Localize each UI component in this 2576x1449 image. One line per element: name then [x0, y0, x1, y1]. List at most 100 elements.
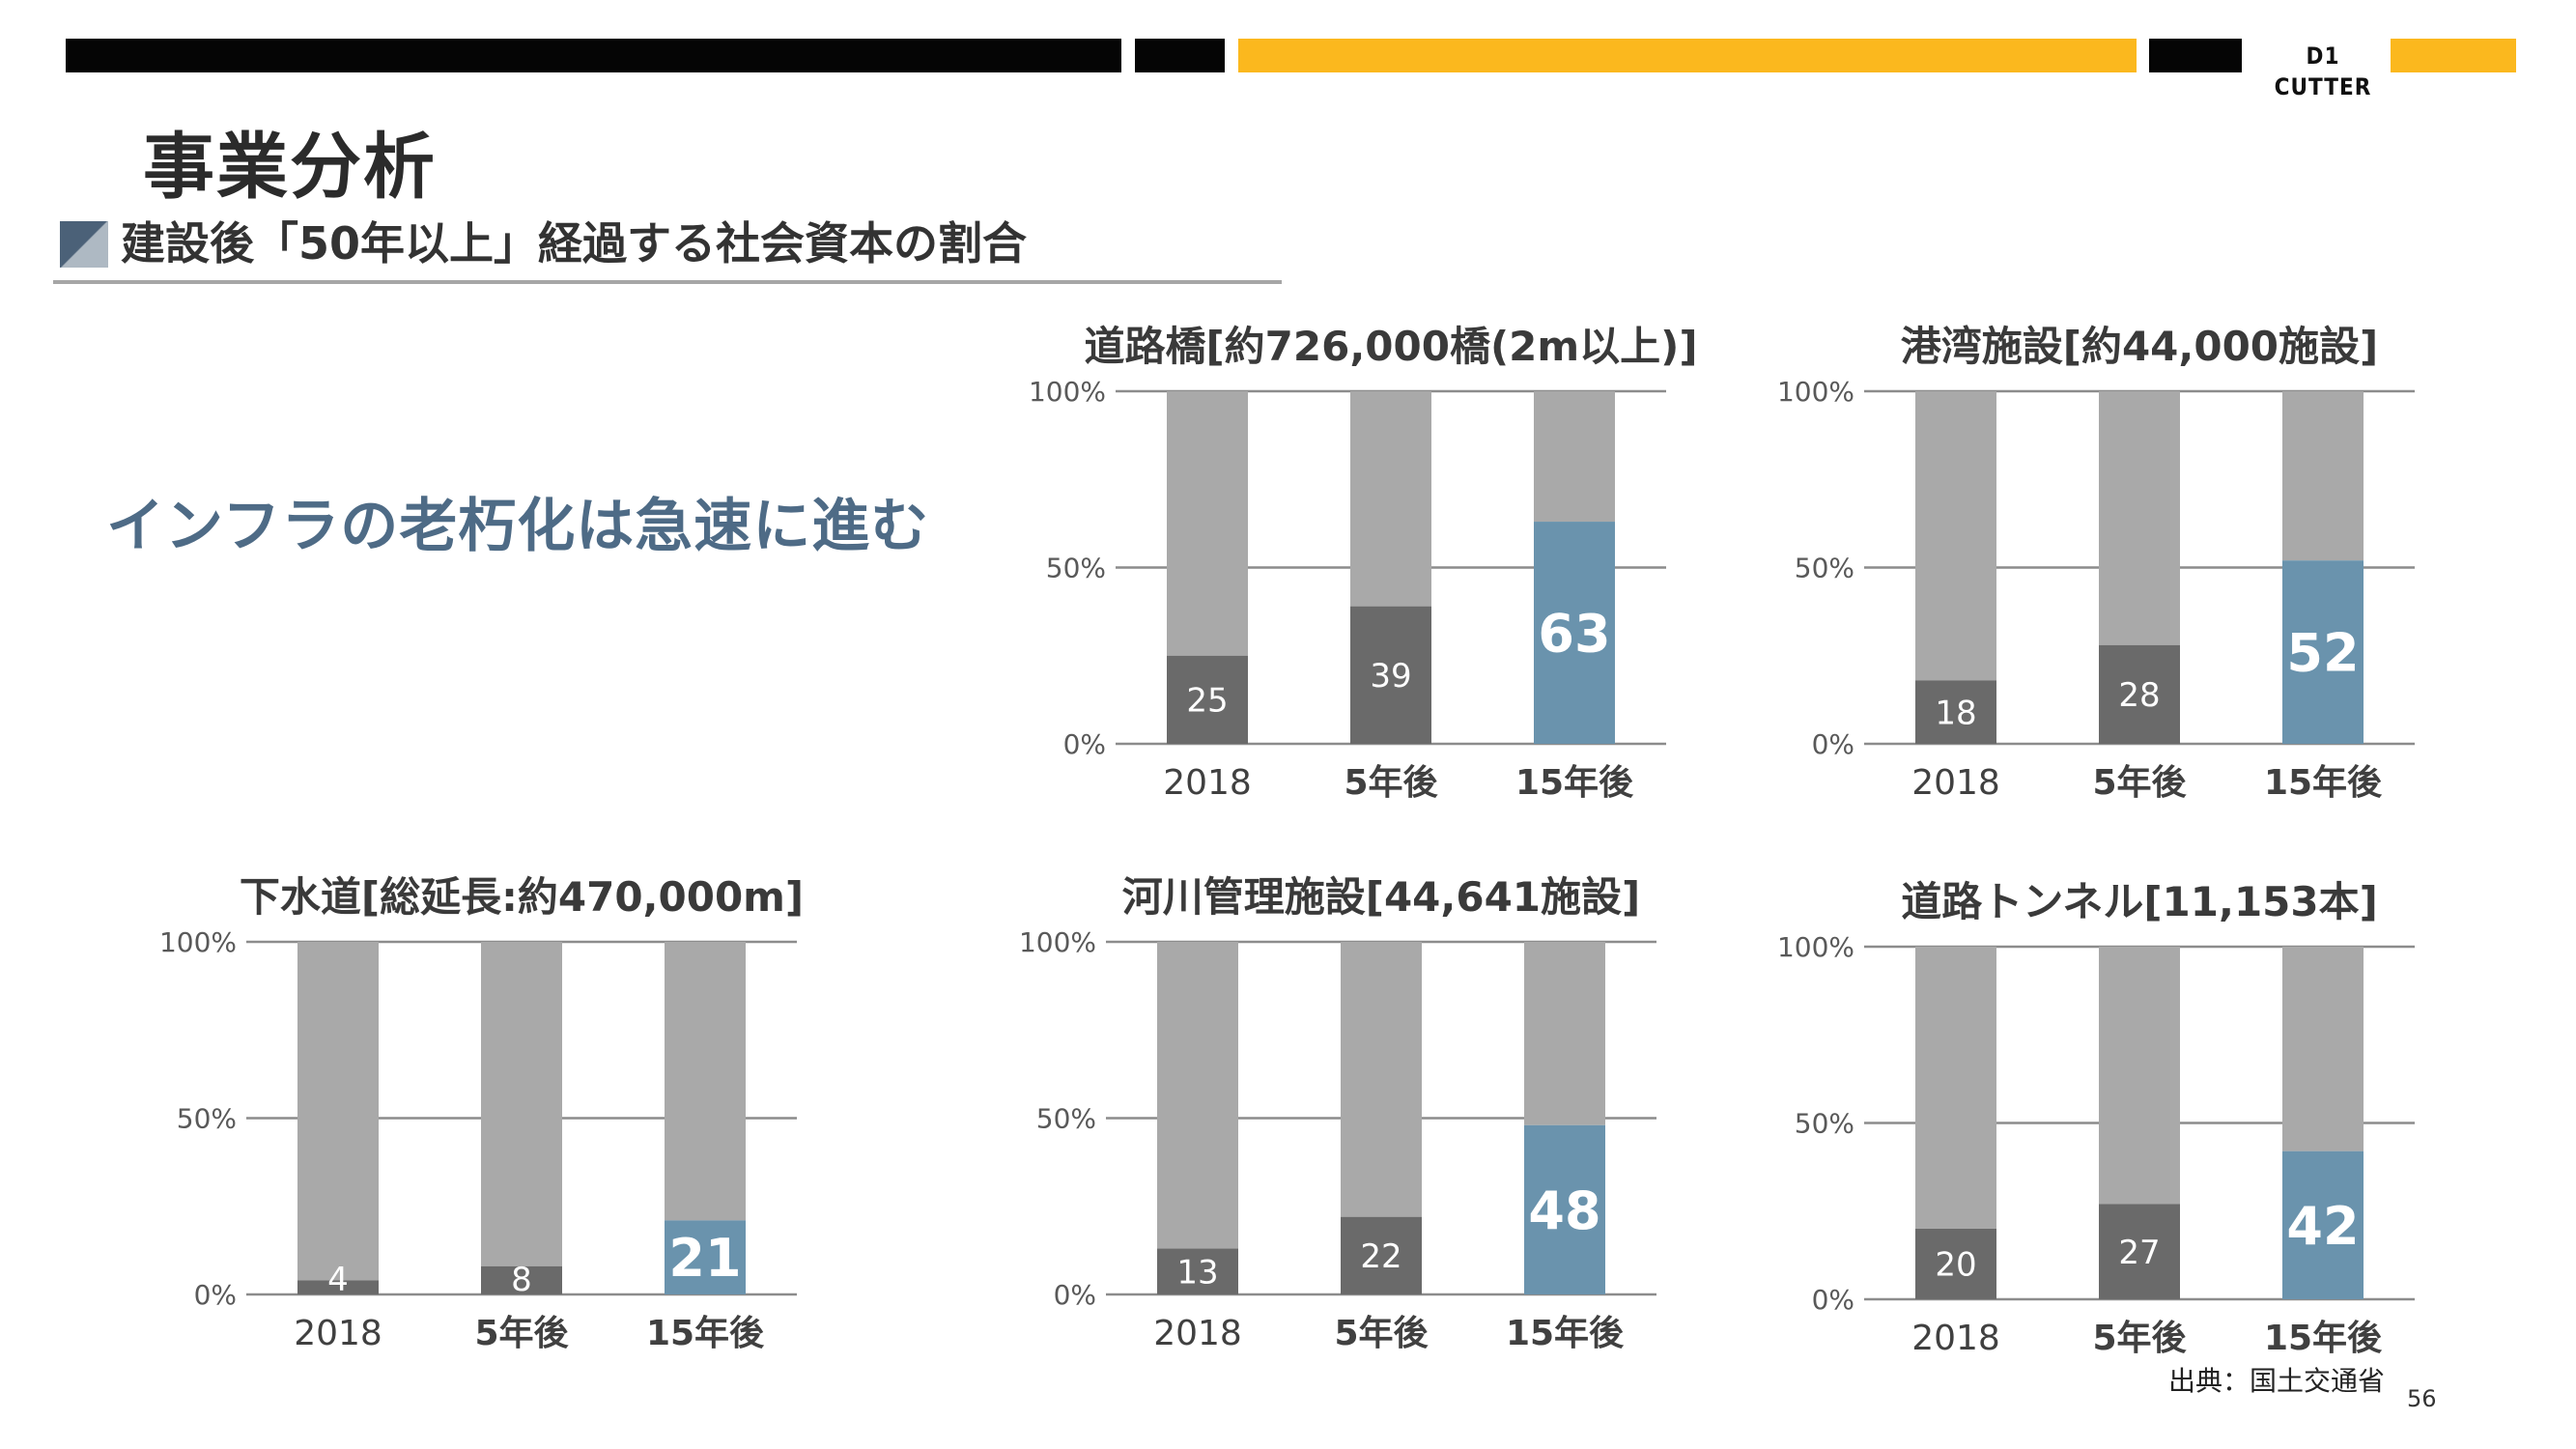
y-tick-label: 100%: [1019, 926, 1096, 958]
brand-logo: D1 CUTTER: [2274, 43, 2372, 100]
y-tick-label: 50%: [1795, 1108, 1854, 1140]
header-bar-accent: [2391, 39, 2516, 72]
bar: [2099, 1204, 2180, 1299]
data-label: 22: [1360, 1237, 1401, 1276]
subtitle-divider: [53, 280, 1282, 284]
x-category-label: 2018: [1163, 763, 1252, 803]
bar-remainder: [2282, 391, 2364, 561]
y-tick-label: 50%: [177, 1103, 237, 1135]
y-tick-label: 0%: [194, 1279, 237, 1311]
bar-remainder: [1915, 391, 1996, 681]
chart-road-tunnels: 道路トンネル[11,153本] 100% 50% 0% 20 2018 27 5年後 42 15年…: [1777, 869, 2453, 1391]
x-category-label: 5年後: [474, 1314, 569, 1353]
x-category-label: 15年後: [2264, 763, 2383, 803]
headline: インフラの老朽化は急速に進む: [106, 493, 930, 560]
bar: [1167, 655, 1248, 744]
chart-svg: 下水道[総延長:約470,000m]100% 50% 0% 4 2018 8 5年後 21 15…: [159, 873, 804, 1353]
bar-remainder: [1524, 942, 1605, 1125]
y-tick-label: 50%: [1036, 1103, 1096, 1135]
y-tick-label: 0%: [1063, 728, 1106, 760]
data-label: 48: [1528, 1180, 1600, 1241]
data-label: 28: [2118, 676, 2160, 715]
data-label: 25: [1186, 682, 1228, 721]
bar-remainder: [1167, 391, 1248, 656]
x-category-label: 5年後: [1334, 1314, 1429, 1353]
header-bar-segment: [66, 39, 1121, 72]
bar-remainder: [1534, 391, 1615, 523]
bar-remainder: [1915, 947, 1996, 1229]
y-tick-label: 100%: [1029, 376, 1106, 408]
page-number: 56: [2407, 1385, 2437, 1412]
source-note: 出典：国土交通省: [2168, 1365, 2386, 1397]
subtitle-marker-icon: [60, 221, 108, 268]
data-label: 8: [511, 1261, 532, 1299]
x-category-label: 5年後: [2092, 1319, 2187, 1358]
bar: [1350, 606, 1431, 744]
data-label: 42: [2286, 1196, 2359, 1257]
data-label: 52: [2286, 623, 2359, 684]
chart-port-facilities: 港湾施設[約44,000施設] 100% 50% 0% 18 2018 28 5年後 52 15年…: [1777, 314, 2453, 836]
y-tick-label: 0%: [1054, 1279, 1096, 1311]
chart-svg: 河川管理施設[44,641施設] 100% 50% 0% 13 2018 22 5年後 48 15…: [1019, 873, 1656, 1353]
y-tick-label: 100%: [1777, 931, 1854, 963]
bar-remainder: [481, 942, 562, 1266]
x-category-label: 15年後: [2264, 1319, 2383, 1358]
header-bar-accent: [1238, 39, 2137, 72]
y-tick-label: 0%: [1812, 1284, 1854, 1316]
x-category-label: 2018: [1911, 763, 2000, 803]
data-label: 4: [327, 1261, 349, 1299]
chart-river-facilities: 河川管理施設[44,641施設] 100% 50% 0% 13 2018 22 5年後 48 15…: [1019, 865, 1695, 1386]
chart-title: 道路トンネル[11,153本]: [1901, 878, 2378, 925]
bar: [1341, 1216, 1422, 1294]
bar: [481, 1265, 562, 1294]
x-category-label: 15年後: [1515, 763, 1634, 803]
chart-title: 下水道[総延長:約470,000m]: [240, 873, 804, 921]
bar: [2099, 644, 2180, 744]
bar: [1524, 1124, 1605, 1294]
x-category-label: 5年後: [2092, 763, 2187, 803]
x-category-label: 15年後: [1506, 1314, 1625, 1353]
y-tick-label: 100%: [159, 926, 237, 958]
y-tick-label: 50%: [1046, 553, 1106, 584]
x-category-label: 2018: [1911, 1319, 2000, 1358]
data-label: 13: [1176, 1254, 1218, 1293]
bar: [2282, 1151, 2364, 1299]
bar: [2282, 560, 2364, 744]
bar: [297, 1280, 379, 1294]
x-category-label: 5年後: [1344, 763, 1438, 803]
bar-remainder: [2282, 947, 2364, 1151]
x-category-label: 2018: [294, 1314, 382, 1353]
x-category-label: 2018: [1153, 1314, 1242, 1353]
bar-remainder: [297, 942, 379, 1281]
bar-remainder: [1350, 391, 1431, 607]
header-bar-segment: [2149, 39, 2242, 72]
bar-remainder: [665, 942, 746, 1221]
chart-svg: 港湾施設[約44,000施設] 100% 50% 0% 18 2018 28 5年後 52 15年…: [1777, 323, 2415, 803]
data-label: 20: [1935, 1246, 1976, 1285]
chart-road-bridges: 道路橋[約726,000橋(2m以上)] 100% 50% 0% 25 2018 39 5年後…: [1029, 314, 1705, 836]
bar: [1915, 1229, 1996, 1299]
chart-title: 河川管理施設[44,641施設]: [1122, 873, 1640, 921]
bar-remainder: [2099, 391, 2180, 645]
bar: [1915, 680, 1996, 744]
chart-sewerage: 下水道[総延長:約470,000m] 100% 50% 0% 4 2018 8 5年後 21 15…: [159, 865, 835, 1386]
bar: [665, 1220, 746, 1294]
chart-svg: 道路橋[約726,000橋(2m以上)] 100% 50% 0% 25 2018 39 5年後…: [1029, 323, 1698, 803]
subtitle: 建設後「50年以上」経過する社会資本の割合: [121, 217, 1028, 270]
y-tick-label: 0%: [1812, 728, 1854, 760]
chart-title: 港湾施設[約44,000施設]: [1901, 323, 2378, 370]
data-label: 63: [1538, 603, 1610, 664]
data-label: 21: [668, 1228, 741, 1289]
bar-remainder: [2099, 947, 2180, 1205]
data-label: 39: [1370, 657, 1411, 696]
chart-svg: 道路トンネル[11,153本] 100% 50% 0% 20 2018 27 5年後 42 15年…: [1777, 878, 2415, 1358]
y-tick-label: 100%: [1777, 376, 1854, 408]
y-tick-label: 50%: [1795, 553, 1854, 584]
bar-remainder: [1157, 942, 1238, 1249]
header-bar-segment: [1135, 39, 1225, 72]
bar: [1157, 1248, 1238, 1294]
bar: [1534, 522, 1615, 744]
data-label: 18: [1935, 694, 1976, 732]
data-label: 27: [2118, 1234, 2160, 1272]
chart-title: 道路橋[約726,000橋(2m以上)]: [1084, 323, 1697, 370]
